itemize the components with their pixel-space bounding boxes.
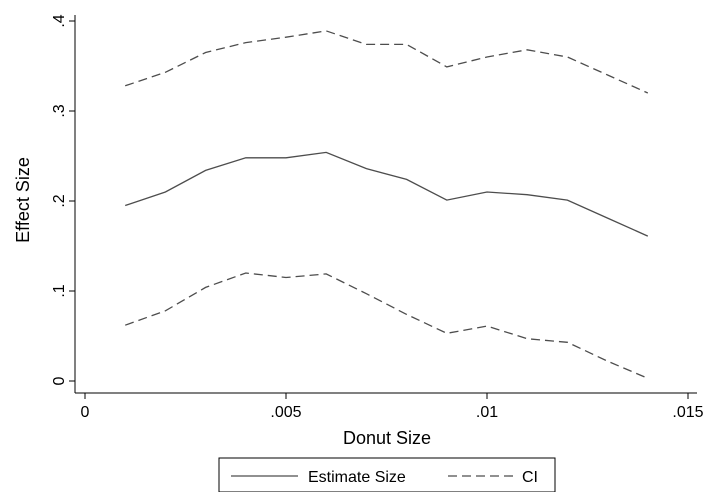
data-point xyxy=(243,40,248,45)
data-point xyxy=(163,190,168,195)
data-point xyxy=(404,177,409,182)
data-point xyxy=(525,336,530,341)
data-point xyxy=(284,275,289,280)
data-point xyxy=(565,55,570,60)
data-point xyxy=(243,155,248,160)
data-point xyxy=(123,203,128,208)
plot-area xyxy=(123,28,650,381)
data-point xyxy=(605,73,610,78)
data-point xyxy=(444,331,449,336)
data-point xyxy=(605,359,610,364)
x-tick-label: .005 xyxy=(270,404,301,421)
data-point xyxy=(444,198,449,203)
x-tick-label: .015 xyxy=(672,404,703,421)
data-point xyxy=(203,285,208,290)
x-axis-title: Donut Size xyxy=(343,428,431,448)
data-point xyxy=(565,198,570,203)
legend-ci-label: CI xyxy=(522,469,538,486)
axes: 0 .1 .2 .3 .4 0 .005 .01 .015 xyxy=(51,14,704,421)
legend-box xyxy=(218,457,556,492)
ci-lower-line xyxy=(124,272,649,379)
data-point xyxy=(605,216,610,221)
legend-estimate-label: Estimate Size xyxy=(308,469,406,486)
y-tick-label: .2 xyxy=(51,194,68,207)
data-point xyxy=(203,50,208,55)
data-point xyxy=(485,190,490,195)
data-point xyxy=(163,308,168,313)
y-tick-label: .1 xyxy=(51,284,68,297)
data-point xyxy=(324,150,329,155)
ci-upper-line xyxy=(124,30,649,94)
estimate-line xyxy=(124,151,649,237)
data-point xyxy=(123,323,128,328)
data-point xyxy=(123,83,128,88)
data-point xyxy=(404,42,409,47)
data-point xyxy=(364,42,369,47)
x-tick-label: 0 xyxy=(81,404,90,421)
data-point xyxy=(565,340,570,345)
data-point xyxy=(525,47,530,52)
data-point xyxy=(645,376,650,381)
data-point xyxy=(364,166,369,171)
y-tick-label: 0 xyxy=(51,376,68,385)
x-tick-label: .01 xyxy=(476,404,498,421)
data-point xyxy=(324,271,329,276)
data-point xyxy=(404,312,409,317)
data-point xyxy=(645,91,650,96)
legend: Estimate Size CI xyxy=(218,457,556,492)
data-point xyxy=(163,70,168,75)
data-point xyxy=(243,271,248,276)
y-tick-label: .4 xyxy=(51,14,68,27)
data-point xyxy=(444,64,449,69)
data-point xyxy=(485,55,490,60)
data-point xyxy=(485,324,490,329)
data-point xyxy=(324,28,329,33)
data-point xyxy=(284,35,289,40)
data-point xyxy=(364,291,369,296)
data-point xyxy=(525,192,530,197)
data-point xyxy=(284,155,289,160)
y-tick-label: .3 xyxy=(51,104,68,117)
data-point xyxy=(645,234,650,239)
y-axis-title: Effect Size xyxy=(13,157,33,243)
data-point xyxy=(203,168,208,173)
